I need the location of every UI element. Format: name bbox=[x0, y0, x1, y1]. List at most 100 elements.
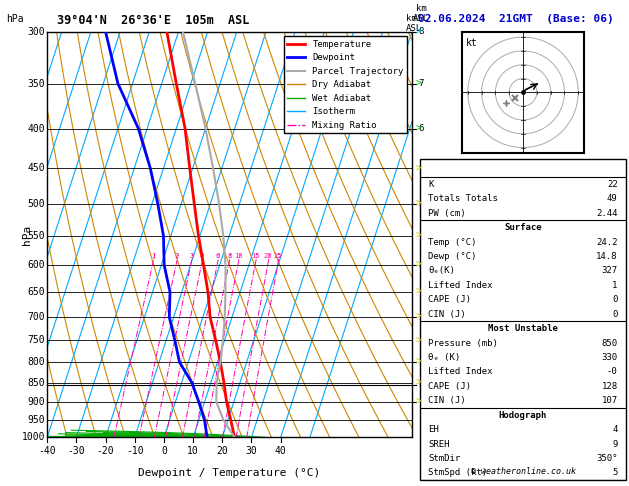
Text: 15: 15 bbox=[252, 253, 260, 259]
Text: >: > bbox=[415, 163, 421, 173]
Text: 4: 4 bbox=[200, 253, 204, 259]
Text: EH: EH bbox=[428, 425, 439, 434]
Text: 700: 700 bbox=[28, 312, 45, 322]
Text: 800: 800 bbox=[28, 357, 45, 367]
Text: 5: 5 bbox=[612, 469, 618, 477]
Text: 950: 950 bbox=[28, 415, 45, 425]
Text: Pressure (mb): Pressure (mb) bbox=[428, 339, 498, 347]
Text: -20: -20 bbox=[97, 446, 114, 455]
Text: 1: 1 bbox=[151, 253, 155, 259]
Text: >: > bbox=[415, 260, 421, 270]
Text: 0: 0 bbox=[161, 446, 167, 455]
Text: 14.8: 14.8 bbox=[596, 252, 618, 261]
Text: 25: 25 bbox=[274, 253, 282, 259]
Text: 9: 9 bbox=[612, 439, 618, 449]
Text: 550: 550 bbox=[28, 231, 45, 241]
Text: CAPE (J): CAPE (J) bbox=[428, 382, 471, 391]
Text: kt: kt bbox=[466, 37, 477, 48]
Text: 20: 20 bbox=[216, 446, 228, 455]
Text: © weatheronline.co.uk: © weatheronline.co.uk bbox=[470, 467, 576, 476]
Text: 22: 22 bbox=[607, 180, 618, 189]
Text: StmDir: StmDir bbox=[428, 454, 460, 463]
Text: 6: 6 bbox=[216, 253, 220, 259]
Text: 20: 20 bbox=[264, 253, 272, 259]
Text: >: > bbox=[415, 123, 421, 134]
Text: 327: 327 bbox=[601, 266, 618, 276]
Text: Dewp (°C): Dewp (°C) bbox=[428, 252, 477, 261]
Text: CAPE (J): CAPE (J) bbox=[428, 295, 471, 304]
Text: hPa: hPa bbox=[22, 225, 32, 244]
Text: 500: 500 bbox=[28, 199, 45, 209]
Text: CIN (J): CIN (J) bbox=[428, 396, 466, 405]
Text: Totals Totals: Totals Totals bbox=[428, 194, 498, 203]
Text: 400: 400 bbox=[28, 123, 45, 134]
Text: 900: 900 bbox=[28, 397, 45, 407]
Text: 10: 10 bbox=[234, 253, 243, 259]
Text: Temp (°C): Temp (°C) bbox=[428, 238, 477, 246]
Text: 24.2: 24.2 bbox=[596, 238, 618, 246]
Text: hPa: hPa bbox=[6, 14, 24, 24]
Text: km
ASL: km ASL bbox=[413, 4, 429, 23]
Text: >: > bbox=[415, 397, 421, 407]
Text: StmSpd (kt): StmSpd (kt) bbox=[428, 469, 487, 477]
Text: K: K bbox=[428, 180, 434, 189]
Text: 0: 0 bbox=[612, 310, 618, 319]
Text: LCL: LCL bbox=[418, 380, 433, 389]
Text: 650: 650 bbox=[28, 287, 45, 297]
Text: Lifted Index: Lifted Index bbox=[428, 281, 493, 290]
Text: Hodograph: Hodograph bbox=[499, 411, 547, 420]
Text: 49: 49 bbox=[607, 194, 618, 203]
Text: 30: 30 bbox=[245, 446, 257, 455]
Text: >: > bbox=[415, 312, 421, 322]
Text: PW (cm): PW (cm) bbox=[428, 208, 466, 218]
Text: 10: 10 bbox=[187, 446, 199, 455]
Text: 5: 5 bbox=[418, 199, 424, 208]
Text: >: > bbox=[415, 287, 421, 297]
Text: 600: 600 bbox=[28, 260, 45, 270]
Text: -30: -30 bbox=[67, 446, 85, 455]
Text: 350: 350 bbox=[28, 79, 45, 88]
Text: 4: 4 bbox=[418, 260, 424, 270]
Text: >: > bbox=[415, 231, 421, 241]
Legend: Temperature, Dewpoint, Parcel Trajectory, Dry Adiabat, Wet Adiabat, Isotherm, Mi: Temperature, Dewpoint, Parcel Trajectory… bbox=[284, 36, 408, 134]
Text: 750: 750 bbox=[28, 335, 45, 346]
Text: 4: 4 bbox=[612, 425, 618, 434]
Text: 40: 40 bbox=[275, 446, 287, 455]
Text: Most Unstable: Most Unstable bbox=[488, 324, 558, 333]
Text: 8: 8 bbox=[418, 27, 424, 36]
Text: 39°04'N  26°36'E  105m  ASL: 39°04'N 26°36'E 105m ASL bbox=[57, 14, 249, 27]
Text: >: > bbox=[415, 335, 421, 346]
Text: 6: 6 bbox=[418, 124, 424, 133]
Text: 330: 330 bbox=[601, 353, 618, 362]
Text: Mixing Ratio (g/kg): Mixing Ratio (g/kg) bbox=[444, 183, 453, 286]
Text: 02.06.2024  21GMT  (Base: 06): 02.06.2024 21GMT (Base: 06) bbox=[418, 14, 614, 24]
Text: 128: 128 bbox=[601, 382, 618, 391]
Text: 0: 0 bbox=[612, 295, 618, 304]
Text: >: > bbox=[415, 79, 421, 88]
Text: 350°: 350° bbox=[596, 454, 618, 463]
Text: 2: 2 bbox=[418, 358, 424, 367]
Text: 1000: 1000 bbox=[22, 433, 45, 442]
Text: >: > bbox=[415, 378, 421, 388]
Text: 7: 7 bbox=[418, 79, 424, 88]
Text: 8: 8 bbox=[227, 253, 231, 259]
Text: 300: 300 bbox=[28, 27, 45, 36]
Text: Dewpoint / Temperature (°C): Dewpoint / Temperature (°C) bbox=[138, 468, 321, 478]
Text: 850: 850 bbox=[601, 339, 618, 347]
Text: CIN (J): CIN (J) bbox=[428, 310, 466, 319]
Text: 450: 450 bbox=[28, 163, 45, 173]
Text: -0: -0 bbox=[607, 367, 618, 377]
Text: -10: -10 bbox=[126, 446, 143, 455]
Text: >: > bbox=[415, 199, 421, 209]
Text: 3: 3 bbox=[189, 253, 193, 259]
Text: θₑ (K): θₑ (K) bbox=[428, 353, 460, 362]
Text: 850: 850 bbox=[28, 378, 45, 388]
Text: >: > bbox=[415, 27, 421, 36]
Text: 2: 2 bbox=[174, 253, 179, 259]
Text: 107: 107 bbox=[601, 396, 618, 405]
Text: km
ASL: km ASL bbox=[406, 14, 422, 33]
Text: Surface: Surface bbox=[504, 223, 542, 232]
Text: -40: -40 bbox=[38, 446, 56, 455]
Text: 3: 3 bbox=[418, 312, 424, 322]
Text: 1: 1 bbox=[612, 281, 618, 290]
